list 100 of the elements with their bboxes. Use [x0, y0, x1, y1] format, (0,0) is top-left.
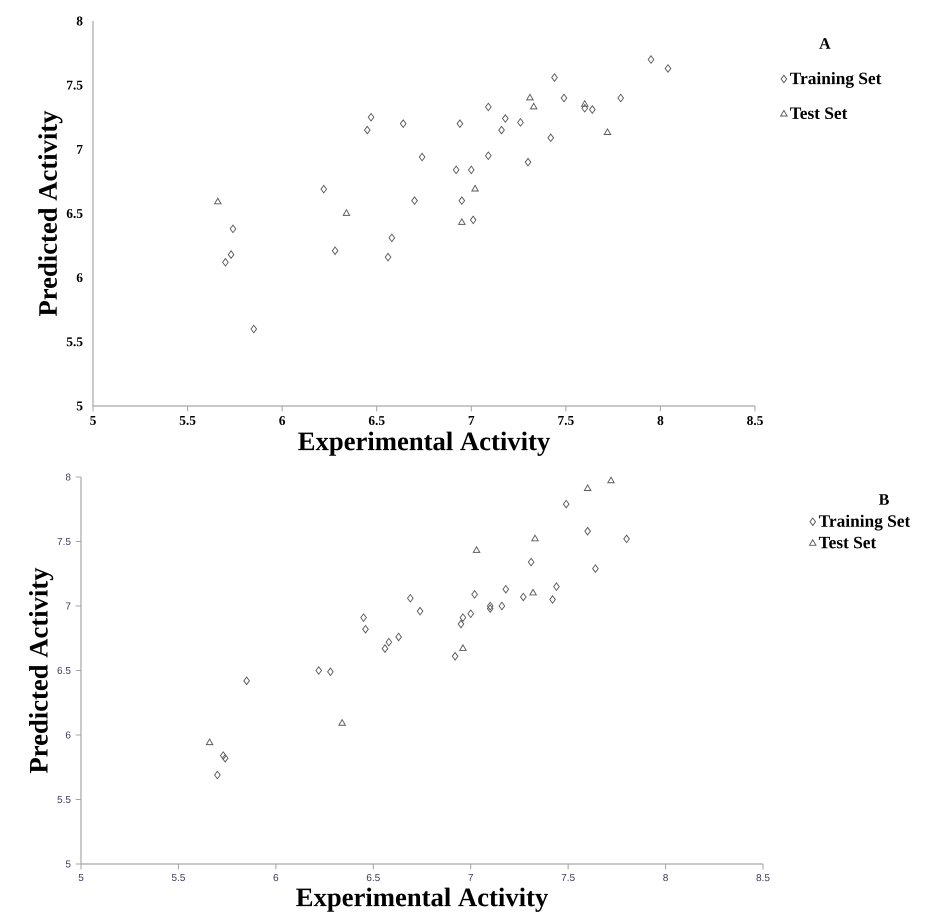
- y-tick-label: 8: [76, 16, 83, 26]
- point: [382, 644, 388, 653]
- point: [502, 114, 509, 123]
- y-tick-label: 5.5: [66, 337, 82, 346]
- point: [471, 184, 479, 192]
- point: [320, 184, 328, 194]
- point: [458, 196, 466, 205]
- point: [648, 55, 654, 64]
- y-axis-title: Predicted Activity: [38, 110, 62, 316]
- x-axis-title: Experimental Activity: [298, 432, 550, 456]
- y-tick-label: 6.5: [58, 666, 71, 674]
- point: [582, 104, 588, 112]
- point: [222, 754, 228, 762]
- point: [456, 119, 464, 128]
- point: [342, 209, 350, 216]
- point: [560, 94, 568, 102]
- point: [584, 526, 591, 536]
- legend-title: A: [819, 38, 831, 49]
- point: [486, 604, 494, 613]
- point: [498, 602, 506, 610]
- point: [368, 113, 374, 122]
- point: [517, 118, 524, 127]
- legend-title: B: [878, 494, 889, 505]
- point: [220, 751, 227, 760]
- legend-label: Test Set: [818, 536, 876, 548]
- point: [617, 94, 624, 102]
- point: [485, 152, 492, 160]
- point: [467, 610, 474, 618]
- y-tick-label: 7: [66, 602, 70, 610]
- legend-label: Test Set: [790, 107, 848, 120]
- x-tick-label: 7.5: [558, 416, 574, 425]
- point: [243, 676, 250, 686]
- point: [452, 652, 458, 661]
- point: [384, 252, 392, 262]
- x-tick-label: 8.5: [747, 416, 763, 426]
- point: [386, 638, 392, 646]
- legend-label: Training Set: [818, 514, 910, 531]
- point: [529, 588, 537, 596]
- y-tick-label: 7.5: [67, 80, 82, 90]
- point: [472, 546, 480, 553]
- x-tick-label: 7: [468, 874, 473, 881]
- point: [584, 484, 592, 491]
- point: [485, 102, 492, 112]
- y-tick-label: 7.5: [58, 538, 71, 545]
- point: [338, 719, 346, 726]
- point: [520, 592, 527, 602]
- point: [360, 613, 367, 622]
- x-tick-label: 6.5: [366, 874, 380, 882]
- x-tick-label: 8: [658, 416, 664, 426]
- point: [411, 196, 418, 205]
- point: [470, 216, 476, 224]
- point: [228, 250, 234, 259]
- point: [526, 94, 534, 100]
- point: [553, 582, 560, 591]
- point: [362, 625, 369, 634]
- point: [459, 644, 467, 651]
- point: [230, 224, 236, 234]
- y-tick-label: 7: [77, 144, 83, 154]
- y-tick-label: 6.5: [66, 208, 82, 218]
- point: [530, 102, 538, 110]
- y-axis-title: Predicted Activity: [28, 568, 54, 774]
- point: [332, 246, 338, 255]
- x-tick-label: 6: [279, 416, 286, 425]
- y-tick-label: 6: [76, 273, 83, 282]
- point: [562, 500, 570, 508]
- y-tick-label: 8: [66, 473, 71, 481]
- point: [528, 558, 534, 566]
- y-tick-label: 5.5: [57, 796, 71, 803]
- point: [623, 534, 630, 544]
- point: [400, 119, 406, 128]
- point: [458, 620, 464, 628]
- point: [498, 126, 505, 134]
- point: [549, 595, 556, 604]
- point: [222, 258, 229, 266]
- point: [250, 324, 258, 334]
- point: [664, 64, 672, 73]
- point: [407, 594, 414, 602]
- point: [589, 105, 596, 114]
- x-axis-title: Experimental Activity: [296, 888, 548, 912]
- point: [460, 613, 466, 622]
- point: [486, 602, 494, 610]
- point: [468, 166, 475, 174]
- point: [418, 152, 426, 162]
- point: [502, 585, 510, 594]
- point: [395, 632, 402, 642]
- point: [458, 218, 466, 225]
- point: [452, 166, 460, 174]
- x-tick-label: 6: [274, 874, 278, 882]
- legend-label: Training Set: [790, 72, 882, 88]
- x-tick-label: 5.5: [172, 874, 185, 882]
- y-tick-label: 6: [66, 731, 71, 739]
- point: [214, 198, 222, 204]
- x-tick-label: 6.5: [368, 416, 385, 426]
- point: [581, 100, 588, 107]
- point: [524, 158, 532, 166]
- point: [315, 666, 322, 675]
- point: [327, 668, 334, 676]
- y-tick-label: 5: [76, 402, 82, 410]
- point: [592, 564, 599, 573]
- x-tick-label: 7.5: [562, 874, 575, 882]
